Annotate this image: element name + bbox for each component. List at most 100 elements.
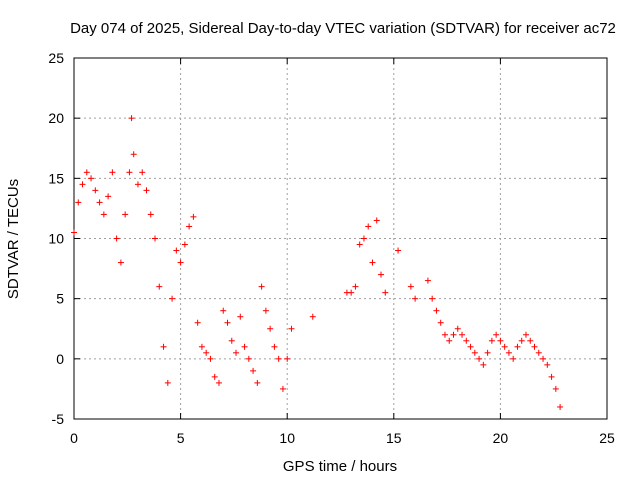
data-point — [128, 115, 135, 122]
data-point — [284, 355, 291, 362]
data-point — [433, 307, 440, 314]
data-point — [548, 373, 555, 380]
data-point — [233, 349, 240, 356]
data-point — [79, 181, 86, 188]
y-tick-label: 15 — [48, 170, 64, 186]
data-point — [365, 223, 372, 230]
data-point — [211, 373, 218, 380]
data-points — [71, 115, 564, 410]
y-tick-label: 20 — [48, 110, 64, 126]
data-point — [557, 403, 564, 410]
data-point — [177, 259, 184, 266]
data-point — [181, 241, 188, 248]
data-point — [220, 307, 227, 314]
data-point — [203, 349, 210, 356]
data-point — [156, 283, 163, 290]
data-point — [412, 295, 419, 302]
data-point — [446, 337, 453, 344]
data-point — [309, 313, 316, 320]
data-point — [126, 169, 133, 176]
data-point — [505, 349, 512, 356]
data-point — [152, 235, 159, 242]
data-point — [105, 193, 112, 200]
data-point — [134, 181, 141, 188]
data-point — [424, 277, 431, 284]
data-point — [437, 319, 444, 326]
data-point — [117, 259, 124, 266]
data-point — [262, 307, 269, 314]
data-point — [395, 247, 402, 254]
data-point — [382, 289, 389, 296]
x-tick-label: 0 — [70, 430, 78, 446]
data-point — [275, 355, 282, 362]
plot-area — [73, 57, 608, 420]
data-point — [160, 343, 167, 350]
data-point — [224, 319, 231, 326]
data-point — [241, 343, 248, 350]
data-point — [258, 283, 265, 290]
data-point — [514, 343, 521, 350]
data-point — [471, 349, 478, 356]
data-point — [454, 325, 461, 332]
data-point — [488, 337, 495, 344]
data-point — [360, 235, 367, 242]
ticks: 0 5 10 15 20 25 -5 0 5 10 15 20 25 — [48, 50, 615, 446]
data-point — [254, 379, 261, 386]
data-point — [75, 199, 82, 206]
y-tick-label: 5 — [56, 291, 64, 307]
data-point — [271, 343, 278, 350]
data-point — [535, 349, 542, 356]
data-point — [113, 235, 120, 242]
grid — [74, 58, 607, 419]
x-tick-label: 5 — [177, 430, 185, 446]
data-point — [480, 361, 487, 368]
data-point — [441, 331, 448, 338]
data-point — [348, 289, 355, 296]
data-point — [429, 295, 436, 302]
data-point — [493, 331, 500, 338]
y-tick-label: -5 — [52, 411, 65, 427]
data-point — [497, 337, 504, 344]
data-point — [198, 343, 205, 350]
data-point — [215, 379, 222, 386]
x-tick-label: 10 — [279, 430, 295, 446]
data-point — [122, 211, 129, 218]
data-point — [527, 337, 534, 344]
data-point — [450, 331, 457, 338]
data-point — [352, 283, 359, 290]
x-tick-label: 20 — [493, 430, 509, 446]
data-point — [245, 355, 252, 362]
data-point — [540, 355, 547, 362]
data-point — [228, 337, 235, 344]
data-point — [501, 343, 508, 350]
data-point — [288, 325, 295, 332]
data-point — [484, 349, 491, 356]
data-point — [71, 229, 77, 236]
data-point — [267, 325, 274, 332]
data-point — [109, 169, 116, 176]
data-point — [139, 169, 146, 176]
data-point — [518, 337, 525, 344]
data-point — [130, 151, 137, 158]
data-point — [143, 187, 150, 194]
data-point — [463, 337, 470, 344]
y-axis-label: SDTVAR / TECUs — [5, 179, 22, 299]
data-point — [373, 217, 380, 224]
data-point — [510, 355, 517, 362]
y-tick-label: 10 — [48, 231, 64, 247]
data-point — [544, 361, 551, 368]
data-point — [522, 331, 529, 338]
y-tick-label: 25 — [48, 50, 64, 66]
data-point — [173, 247, 180, 254]
data-point — [194, 319, 201, 326]
data-point — [83, 169, 90, 176]
data-point — [88, 175, 95, 182]
data-point — [467, 343, 474, 350]
data-point — [207, 355, 214, 362]
x-tick-label: 25 — [599, 430, 615, 446]
data-point — [164, 379, 171, 386]
y-tick-label: 0 — [56, 351, 64, 367]
data-point — [250, 367, 257, 374]
x-axis-label: GPS time / hours — [283, 458, 397, 475]
